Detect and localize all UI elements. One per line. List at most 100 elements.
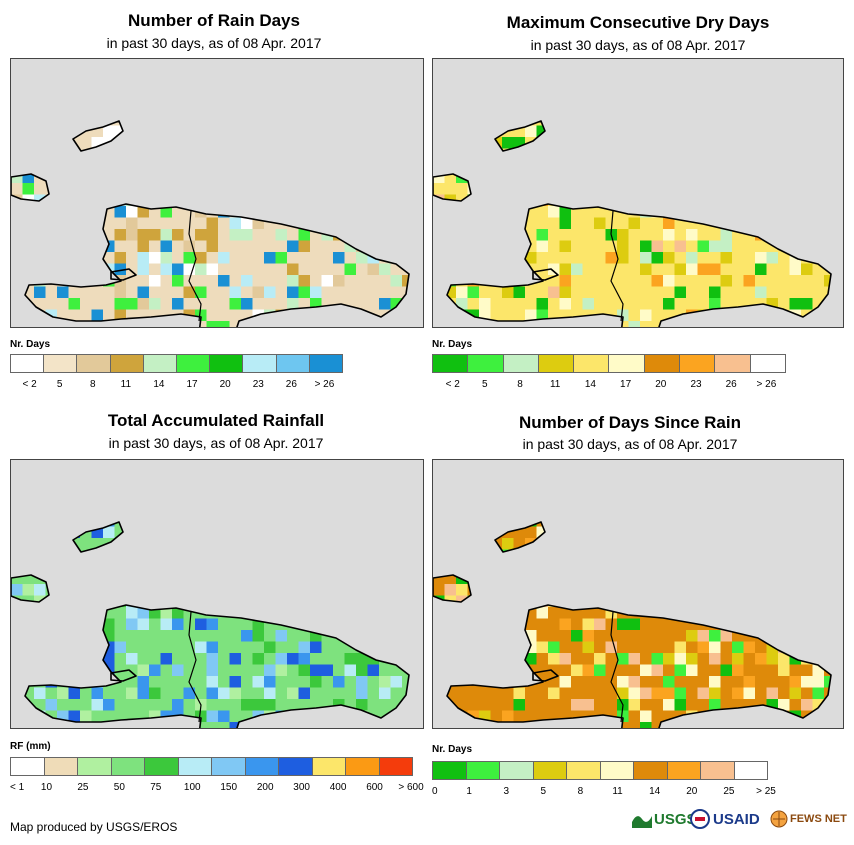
grid-cell [548,137,560,149]
grid-cell [310,286,322,299]
grid-cell [402,538,409,550]
grid-cell [80,676,92,688]
grid-cell [743,183,756,195]
grid-cell [755,121,767,126]
grid-cell [195,263,207,276]
grid-cell [34,699,46,711]
grid-cell [310,125,322,138]
grid-cell [605,148,618,161]
legend-tick-label: > 26 [756,379,777,390]
grid-cell [582,687,595,700]
grid-cell [80,298,92,310]
grid-cell [467,699,480,711]
grid-cell [720,206,733,218]
grid-cell [674,549,687,562]
grid-cell [11,699,23,711]
grid-cell [789,522,802,527]
grid-cell [137,653,150,665]
grid-cell [103,183,115,195]
legend-swatch [77,355,111,372]
grid-cell [709,206,721,218]
grid-cell [11,160,23,172]
grid-cell [743,263,756,276]
grid-cell [68,687,81,700]
grid-cell [114,137,127,149]
grid-cell [674,252,687,264]
grid-cell [218,171,230,184]
grid-cell [628,549,641,562]
grid-cell [22,125,35,138]
grid-cell [390,137,403,149]
legend-swatch [466,762,500,779]
grid-cell [824,275,831,287]
grid-cell [252,206,265,218]
grid-cell [287,275,299,287]
grid-cell [414,653,424,665]
legend-tick-label: > 25 [756,786,776,797]
legend-tick-label: 1 [466,786,472,797]
grid-cell [91,561,104,573]
grid-cell [456,522,468,527]
grid-cell [321,217,334,230]
grid-cell [45,121,58,126]
grid-cell [559,286,572,299]
grid-cell [651,572,664,585]
grid-cell [628,710,641,723]
grid-cell [310,217,322,230]
grid-cell [137,160,150,172]
grid-cell [594,183,606,195]
grid-cell [241,217,253,230]
grid-cell [617,183,629,195]
grid-cell [536,229,549,241]
grid-cell [628,630,641,642]
grid-cell [628,595,641,608]
panel-subtitle: in past 30 days, as of 08 Apr. 2017 [530,37,746,53]
grid-cell [68,595,81,608]
grid-cell [206,321,219,327]
grid-cell [160,607,173,619]
grid-cell [686,676,698,688]
grid-cell [414,241,424,253]
grid-cell [414,114,424,126]
grid-cell [172,522,184,527]
grid-cell [137,286,150,299]
grid-cell [91,148,104,161]
grid-cell [114,722,127,728]
hispaniola-map-svg [433,120,832,327]
grid-cell [709,148,721,161]
grid-cell [548,309,560,322]
grid-cell [456,121,468,126]
grid-cell [45,664,58,677]
grid-cell [103,572,115,585]
grid-cell [229,183,242,195]
grid-cell [287,687,299,700]
grid-cell [697,206,710,218]
grid-cell [195,252,207,264]
grid-cell [732,710,744,723]
grid-cell [229,240,242,253]
coastline [110,268,137,281]
grid-cell [356,676,368,688]
grid-cell [502,641,514,654]
grid-cell [536,263,549,276]
grid-cell [433,263,445,276]
grid-cell [149,125,161,138]
grid-cell [559,206,572,218]
grid-cell [697,699,710,711]
grid-cell [11,561,23,573]
legend-bar [10,757,413,776]
grid-cell [456,321,468,327]
grid-cell [160,538,173,550]
grid-cell [402,137,409,149]
grid-cell [697,252,710,264]
grid-cell [571,699,583,711]
grid-cell [559,183,572,195]
grid-cell [195,618,207,631]
grid-cell [467,160,480,172]
grid-cell [160,676,173,688]
grid-cell [732,121,744,126]
grid-cell [571,584,583,596]
grid-cell [513,183,526,195]
grid-cell [126,522,138,527]
grid-cell [229,121,242,126]
